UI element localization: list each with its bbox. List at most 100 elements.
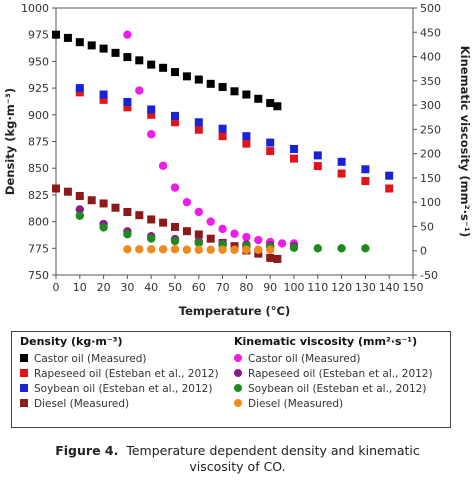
viscosity-point [75,205,85,214]
density-point [385,171,394,180]
legend-density-header: Density (kg·m⁻³) [20,335,123,348]
legend-item: Castor oil (Measured) [20,352,219,367]
legend-item: Rapeseed oil (Esteban et al., 2012) [234,367,433,382]
legend-label: Rapeseed oil (Esteban et al., 2012) [248,368,433,380]
density-point [290,144,298,153]
legend-swatch [234,369,242,377]
density-point [242,90,251,99]
density-point [63,187,72,196]
density-point [313,151,322,160]
legend: Density (kg·m⁻³) Castor oil (Measured) R… [11,331,451,428]
legend-viscosity-column: Kinematic viscosity (mm²·s⁻¹) Castor oil… [234,335,433,412]
density-point [135,56,144,65]
density-point [230,87,239,96]
viscosity-point [123,230,132,239]
x-tick-label: 50 [168,281,182,294]
viscosity-point [123,30,132,39]
x-tick-label: 90 [263,281,277,294]
density-point [111,203,120,212]
density-point [147,215,156,224]
density-point [206,79,215,88]
density-point [218,132,227,141]
density-point [273,102,282,111]
density-point [75,88,84,97]
density-point [75,38,84,47]
density-point [99,199,108,208]
y-right-tick-label: 500 [420,2,441,15]
density-point [87,196,96,205]
figure-caption: Figure 4. Temperature dependent density … [0,443,475,475]
y-left-tick-label: 850 [28,162,49,175]
legend-item: Soybean oil (Esteban et al., 2012) [20,382,219,397]
viscosity-point [254,245,263,254]
viscosity-point [123,245,132,254]
y-right-tick-label: -50 [420,269,438,282]
viscosity-point [194,238,203,248]
viscosity-point [147,130,156,139]
y-right-tick-label: 100 [420,196,441,209]
viscosity-point [135,86,144,95]
x-tick-label: 60 [192,281,206,294]
density-point [361,177,370,186]
viscosity-point [266,245,275,254]
density-point [273,254,282,263]
caption-line-2: viscosity of CO. [189,459,286,474]
density-point [218,124,227,133]
density-point [147,110,156,119]
legend-swatch [20,369,28,377]
density-point [337,157,346,166]
x-tick-label: 70 [216,281,230,294]
density-point [171,111,179,120]
viscosity-point [206,245,215,254]
density-point [266,147,275,156]
density-point [99,95,108,104]
x-axis-label: Temperature (°C) [179,304,290,318]
density-point [242,139,251,148]
viscosity-point [254,235,263,245]
viscosity-point [135,245,144,254]
legend-label: Diesel (Measured) [34,398,130,410]
x-tick-label: 120 [331,281,352,294]
density-point [52,30,60,39]
viscosity-point [147,234,156,243]
density-point [171,222,179,231]
viscosity-point [170,245,180,254]
legend-item: Castor oil (Measured) [234,352,433,367]
y-left-tick-label: 900 [28,109,49,122]
y-left-tick-label: 750 [28,269,49,282]
chart: 0 10 20 30 40 50 60 70 80 90 100 110 120 130 140 150750… [3,2,472,318]
density-point [87,41,96,50]
y-axis-left-label: Density (kg·m⁻³) [3,88,17,195]
legend-density-column: Density (kg·m⁻³) Castor oil (Measured) R… [20,335,219,412]
x-tick-label: 150 [403,281,424,294]
y-left-tick-label: 1000 [21,2,49,15]
legend-label: Soybean oil (Esteban et al., 2012) [248,383,427,395]
y-left-tick-label: 825 [28,189,49,202]
legend-swatch [20,354,28,362]
legend-swatch [234,399,242,407]
viscosity-point [206,217,215,226]
density-point [266,253,275,262]
density-point [123,53,132,62]
density-point [171,68,179,77]
y-left-tick-label: 925 [28,82,49,95]
figure-label: Figure 4. [55,443,119,458]
y-right-tick-label: 450 [420,26,441,39]
x-tick-label: 130 [355,281,376,294]
legend-viscosity-header: Kinematic viscosity (mm²·s⁻¹) [234,335,418,348]
viscosity-point [361,244,370,253]
legend-item: Rapeseed oil (Esteban et al., 2012) [20,367,219,382]
viscosity-point [277,239,287,248]
density-point [52,184,60,193]
density-point [75,191,84,200]
y-right-tick-label: 300 [420,99,441,112]
density-point [147,60,156,69]
caption-line-1: Temperature dependent density and kinema… [126,443,420,458]
density-point [194,125,203,134]
density-point [111,48,120,57]
axis-ticks: 0 10 20 30 40 50 60 70 80 90 100 110 120 130 140 150750… [21,2,441,294]
viscosity-point [158,161,168,170]
density-point [218,83,227,92]
viscosity-point [218,224,227,234]
y-left-tick-label: 800 [28,216,49,229]
